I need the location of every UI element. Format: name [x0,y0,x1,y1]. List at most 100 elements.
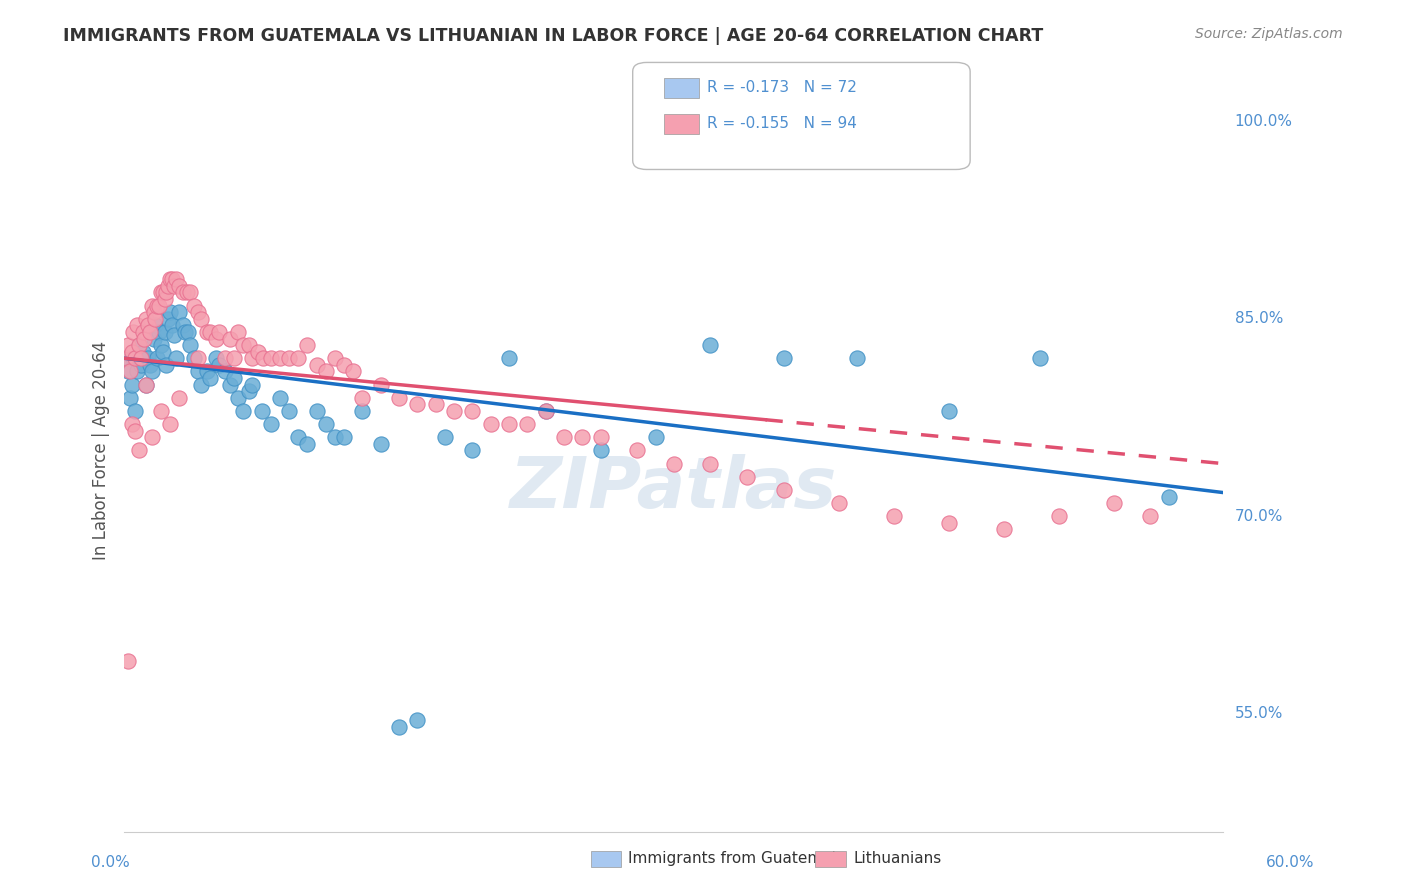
Point [134,331,156,345]
Point [121,417,143,431]
Point [269,351,291,366]
Point [772,351,794,366]
Point [352,404,374,418]
Point [153,325,176,339]
Point [117,654,139,668]
Point [315,417,337,431]
Text: 100.0%: 100.0% [1234,113,1292,128]
Point [479,417,502,431]
Point [333,430,356,444]
Point [124,424,146,438]
Point [141,430,163,444]
Point [139,325,162,339]
Point [128,443,150,458]
Point [498,351,520,366]
Point [135,377,157,392]
Point [214,351,236,366]
Point [333,358,356,372]
Point [149,285,172,300]
Point [118,364,141,378]
Point [699,457,721,471]
Point [224,351,246,366]
Point [163,278,186,293]
Point [626,443,648,458]
Point [205,351,228,366]
Point [534,404,557,418]
Point [589,430,612,444]
Point [135,377,157,392]
Point [219,331,242,345]
Point [128,338,150,352]
Text: 0.0%: 0.0% [91,855,131,870]
Text: R = -0.155   N = 94: R = -0.155 N = 94 [707,116,858,130]
Point [146,351,169,366]
Point [1047,509,1070,524]
Point [159,305,181,319]
Point [305,404,328,418]
Point [179,285,201,300]
Point [1157,490,1180,504]
Text: Immigrants from Guatemala: Immigrants from Guatemala [628,852,846,866]
Point [226,325,249,339]
Point [136,318,159,333]
Point [146,299,169,313]
Point [159,417,181,431]
Point [159,272,181,286]
Text: 85.0%: 85.0% [1234,311,1282,326]
Point [571,430,593,444]
Text: IMMIGRANTS FROM GUATEMALA VS LITHUANIAN IN LABOR FORCE | AGE 20-64 CORRELATION C: IMMIGRANTS FROM GUATEMALA VS LITHUANIAN … [63,27,1043,45]
Point [370,437,392,451]
Point [157,311,180,326]
Point [149,338,172,352]
Point [226,391,249,405]
Point [534,404,557,418]
Y-axis label: In Labor Force | Age 20-64: In Labor Force | Age 20-64 [93,341,110,560]
Point [153,292,176,306]
Point [242,377,264,392]
Point [516,417,538,431]
Point [149,404,172,418]
Point [342,364,364,378]
Point [186,351,208,366]
Point [305,358,328,372]
Point [167,278,190,293]
Text: 55.0%: 55.0% [1234,706,1282,722]
Point [163,327,186,342]
Point [589,443,612,458]
Point [167,391,190,405]
Point [828,496,851,510]
Point [117,364,139,378]
Point [461,404,484,418]
Point [287,351,309,366]
Point [388,391,411,405]
Point [186,364,208,378]
Point [260,351,283,366]
Point [136,351,159,366]
Point [148,299,170,313]
Point [115,351,138,366]
Point [205,331,228,345]
Point [172,318,194,333]
Point [145,318,167,333]
Point [735,470,758,484]
Point [246,344,269,359]
Point [142,305,165,319]
Point [186,305,208,319]
Point [165,272,187,286]
Point [129,351,152,366]
Point [142,331,165,345]
Text: ZIPatlas: ZIPatlas [510,454,838,523]
Point [125,364,148,378]
Text: 60.0%: 60.0% [1267,855,1315,870]
Point [323,430,346,444]
Point [155,285,177,300]
Point [124,351,146,366]
Point [406,714,429,728]
Text: R = -0.173   N = 72: R = -0.173 N = 72 [707,80,858,95]
Point [232,404,254,418]
Point [250,404,273,418]
Point [443,404,465,418]
Point [699,338,721,352]
Point [195,325,218,339]
Point [219,377,242,392]
